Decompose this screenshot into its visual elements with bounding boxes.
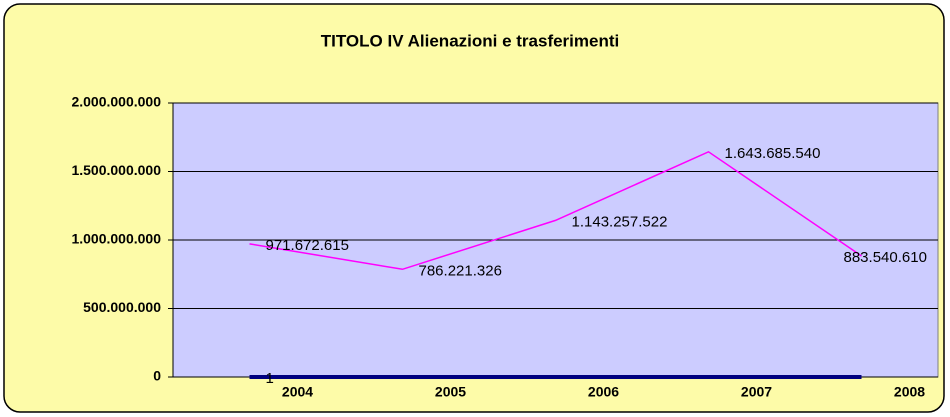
data-label: 1.143.257.522 xyxy=(572,213,668,230)
chart-title: TITOLO IV Alienazioni e trasferimenti xyxy=(321,31,620,50)
data-label: 971.672.615 xyxy=(266,237,349,254)
x-tick-label: 2005 xyxy=(435,384,466,400)
data-label: 883.540.610 xyxy=(844,249,927,266)
x-tick-label: 2004 xyxy=(282,384,313,400)
y-tick-label: 500.000.000 xyxy=(83,299,161,315)
x-tick-label: 2008 xyxy=(894,384,925,400)
y-tick-label: 1.500.000.000 xyxy=(71,162,161,178)
y-tick-label: 2.000.000.000 xyxy=(71,94,161,110)
x-tick-label: 2007 xyxy=(741,384,772,400)
y-tick-label: 0 xyxy=(153,368,161,384)
data-label: 1.643.685.540 xyxy=(725,145,821,162)
data-label: 1 xyxy=(266,370,274,387)
x-tick-label: 2006 xyxy=(588,384,619,400)
data-label: 786.221.326 xyxy=(419,262,502,279)
y-tick-label: 1.000.000.000 xyxy=(71,231,161,247)
series-line xyxy=(249,150,862,271)
